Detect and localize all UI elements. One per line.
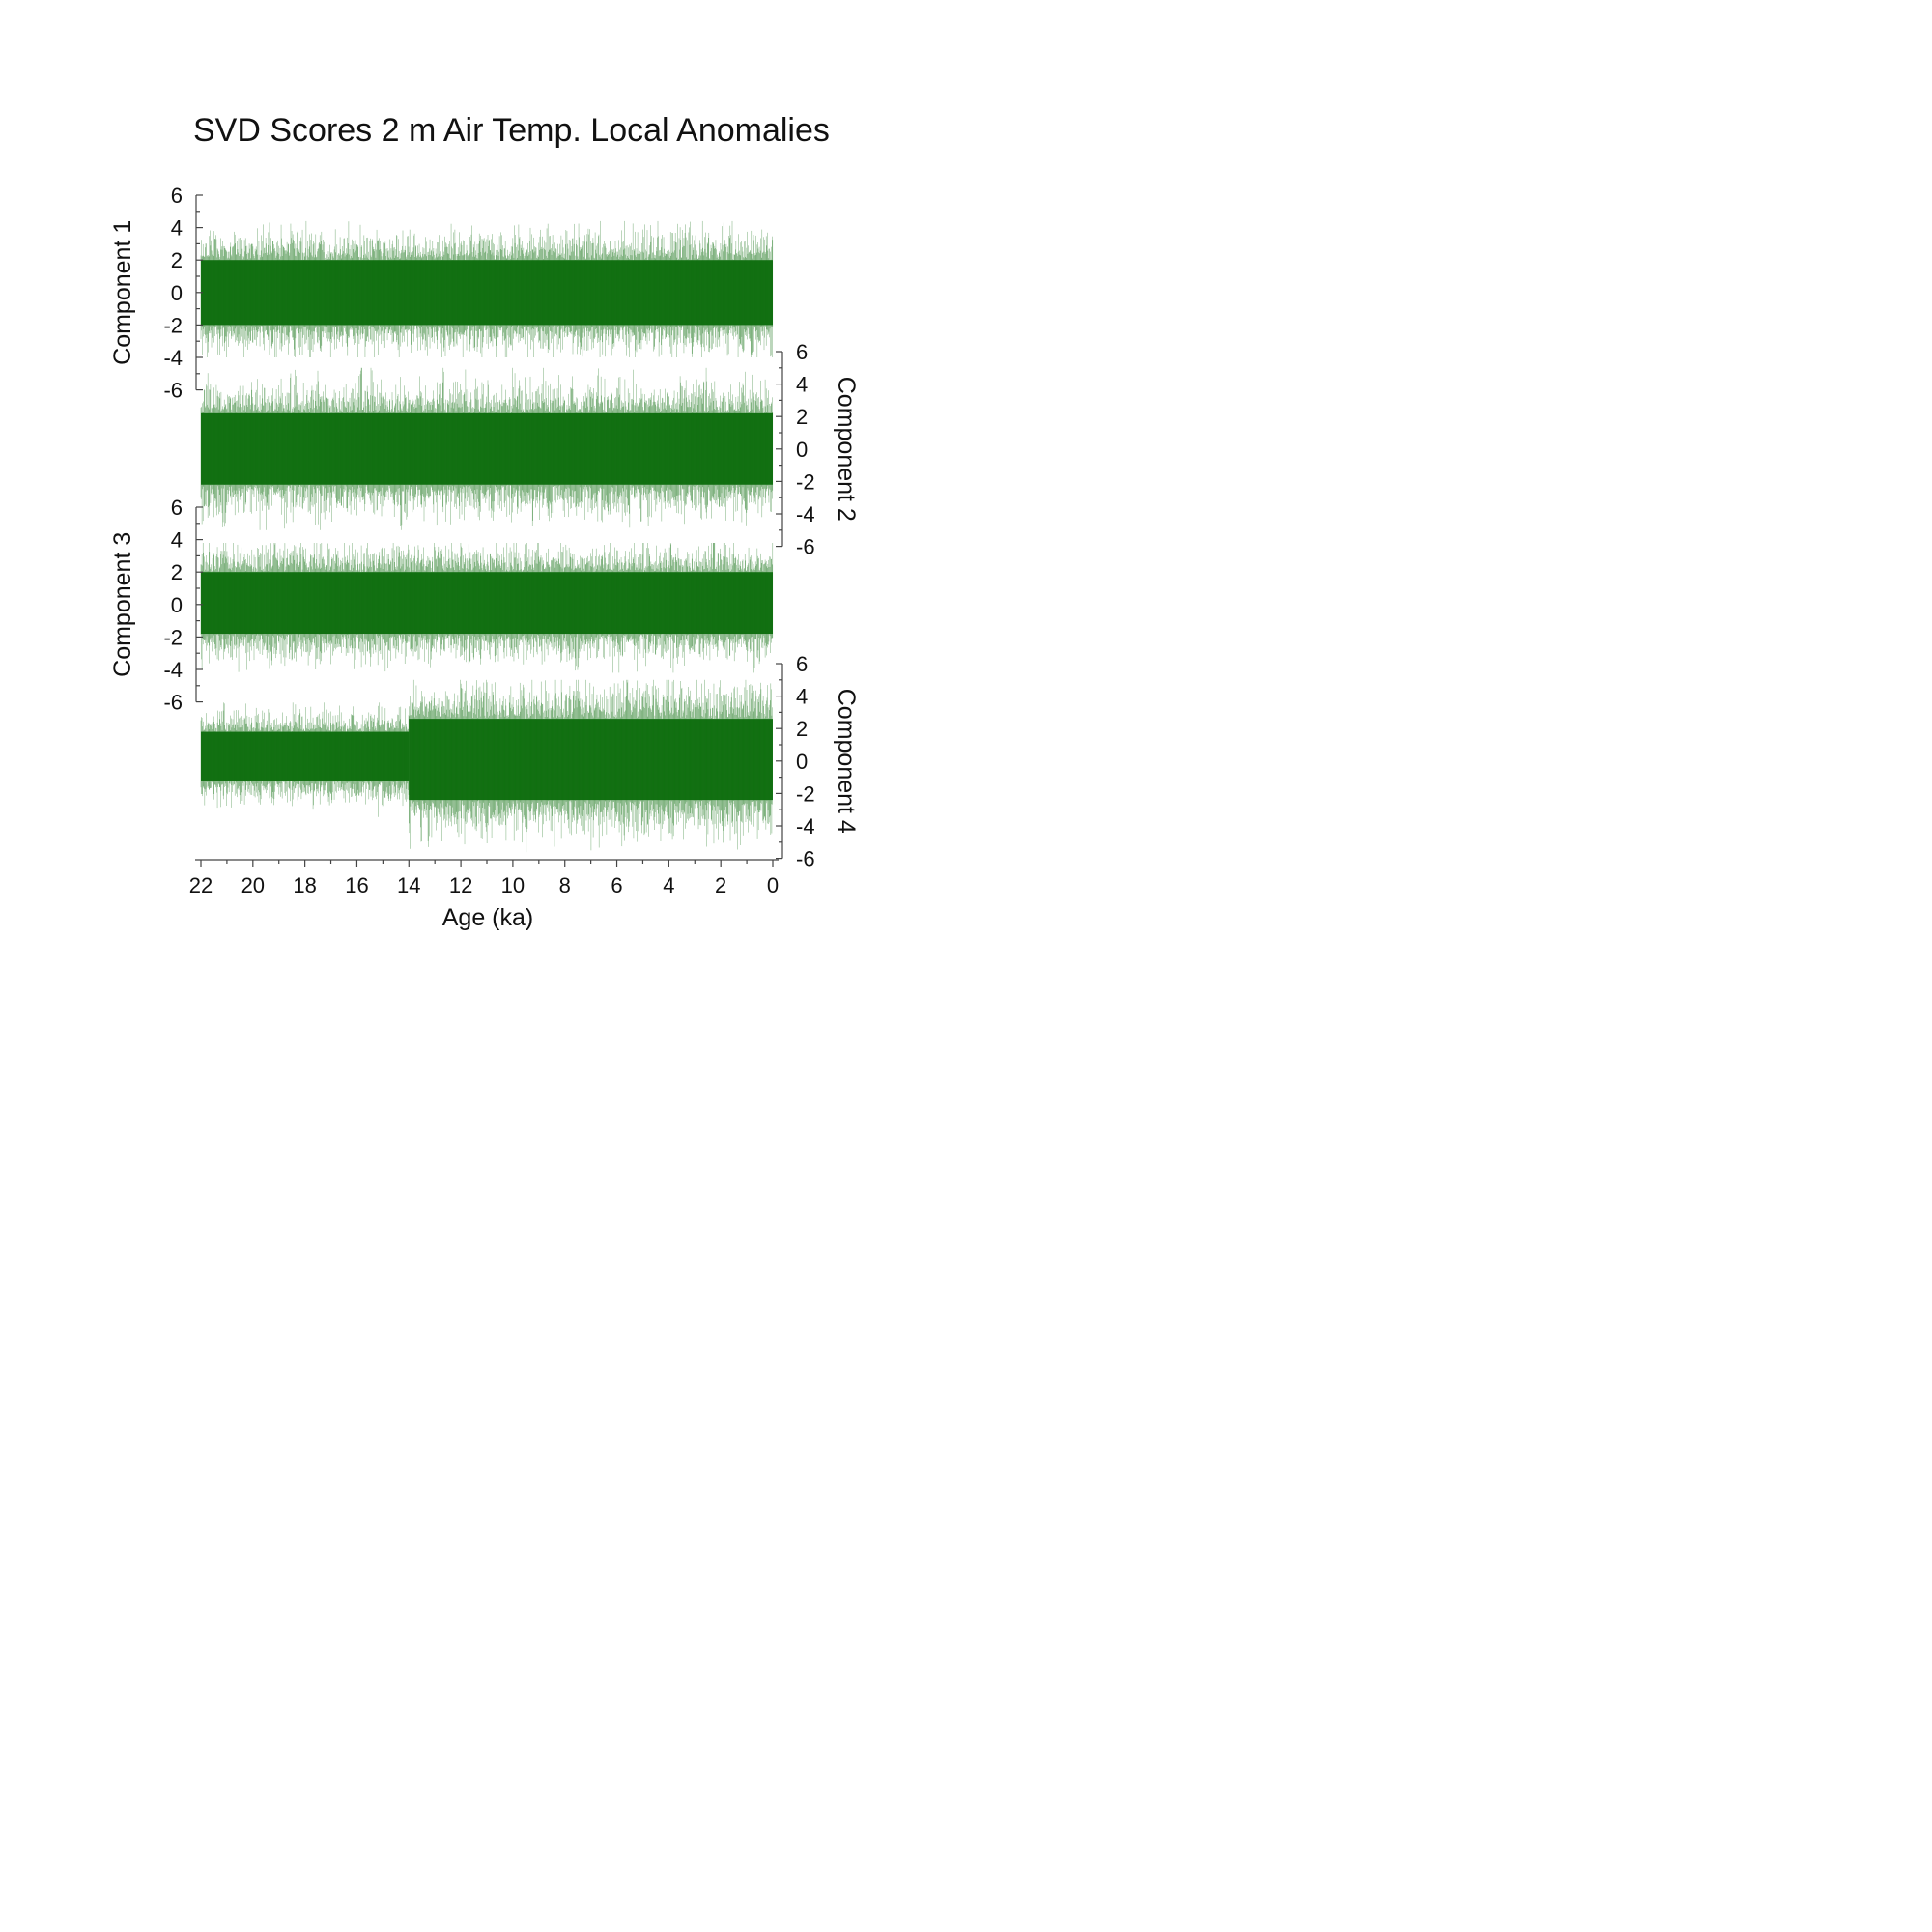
y-axis-label-component-4: Component 4 [833,689,860,834]
x-tick-label: 12 [449,873,472,897]
y-tick-label: 4 [171,528,183,553]
y-tick-label: -6 [796,847,815,871]
y-tick-label: 0 [171,281,183,305]
y-axis-label-component-2: Component 2 [833,377,860,522]
x-tick-label: 0 [767,873,779,897]
x-tick-label: 10 [501,873,525,897]
panel-component-3: 6 4 2 0 -2 -4 -6 Component 3 [109,496,774,715]
panels-group: 6 4 2 0 -2 -4 -6 Component 1 6 4 2 0 -2 -4 -6 Component… [109,184,860,871]
y-axis-component-4: 6 4 2 0 -2 -4 -6 Component 4 [776,652,860,871]
x-tick-label: 20 [242,873,265,897]
y-tick-label: 4 [796,685,808,709]
y-tick-label: 0 [796,438,808,462]
y-tick-label: 2 [796,405,808,429]
y-tick-label: 6 [171,184,183,208]
y-axis-label-component-1: Component 1 [109,220,136,365]
series-line-component-4-1 [200,702,410,817]
y-tick-label: 0 [796,750,808,774]
y-tick-label: -6 [163,379,183,403]
y-tick-label: -2 [163,625,183,649]
panel-component-1: 6 4 2 0 -2 -4 -6 Component 1 [109,184,774,403]
y-tick-label: -2 [796,469,815,494]
x-tick-label: 4 [663,873,674,897]
y-tick-label: -4 [796,814,815,838]
y-tick-label: 0 [171,593,183,617]
y-tick-label: -4 [796,502,815,526]
y-tick-label: -2 [796,781,815,806]
y-tick-label: 4 [171,216,183,241]
y-axis-component-1: 6 4 2 0 -2 -4 -6 Component 1 [109,184,203,403]
y-tick-label: 6 [171,496,183,520]
x-axis: 22 20 18 16 14 12 10 8 6 4 2 0 [189,859,779,897]
panel-component-2: 6 4 2 0 -2 -4 -6 Component 2 [200,340,860,559]
y-axis-label-component-3: Component 3 [109,532,136,677]
chart-title: SVD Scores 2 m Air Temp. Local Anomalies [193,112,830,149]
y-tick-label: 6 [796,340,808,364]
x-tick-label: 16 [345,873,368,897]
x-tick-label: 6 [611,873,622,897]
series-line-component-1-1 [200,220,774,357]
y-tick-label: -6 [163,691,183,715]
x-axis-label: Age (ka) [442,904,533,931]
x-tick-label: 22 [189,873,213,897]
series-line-component-2-1 [200,367,774,530]
series-line-component-4-2 [409,679,773,853]
y-axis-component-3: 6 4 2 0 -2 -4 -6 Component 3 [109,496,203,715]
y-tick-label: 2 [171,560,183,584]
y-axis-component-2: 6 4 2 0 -2 -4 -6 Component 2 [776,340,860,559]
x-tick-label: 8 [559,873,571,897]
y-tick-label: -4 [163,658,183,682]
panel-component-4: 6 4 2 0 -2 -4 -6 Component 4 [200,652,860,871]
series-line-component-3-1 [200,543,774,673]
y-tick-label: -2 [163,313,183,337]
y-tick-label: 2 [171,248,183,272]
y-tick-label: -6 [796,535,815,559]
x-tick-label: 18 [293,873,316,897]
y-tick-label: 6 [796,652,808,676]
x-tick-label: 14 [397,873,420,897]
y-tick-label: 4 [796,373,808,397]
x-tick-label: 2 [715,873,726,897]
y-tick-label: -4 [163,346,183,370]
y-tick-label: 2 [796,717,808,741]
